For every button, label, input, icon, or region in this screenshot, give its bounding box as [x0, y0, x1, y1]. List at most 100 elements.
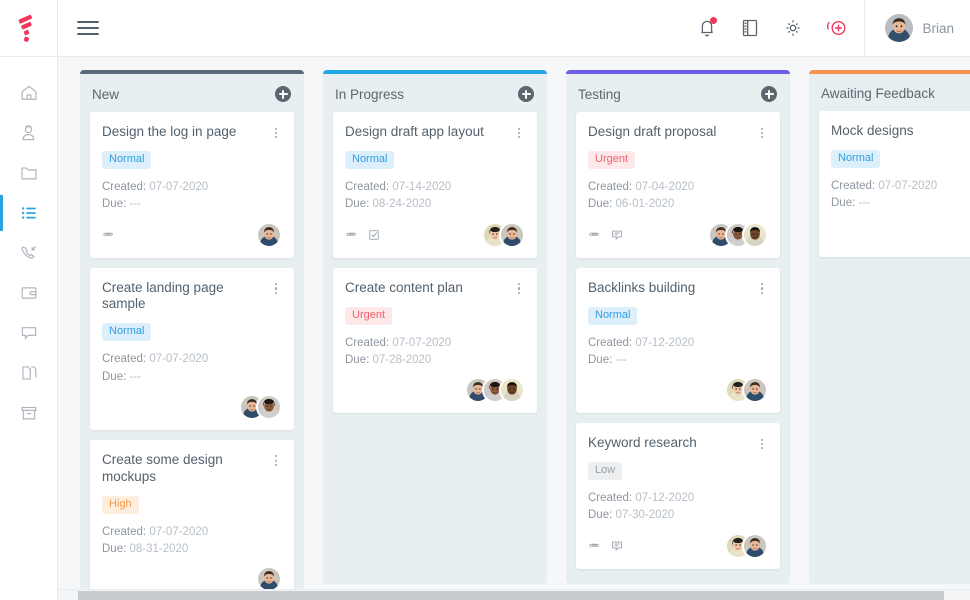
notebook-icon[interactable]	[738, 16, 762, 40]
card-footer	[102, 393, 282, 420]
attachment-icon[interactable]	[345, 228, 359, 242]
sidebar-item-contacts[interactable]	[0, 113, 57, 153]
task-card[interactable]: Design the log in page Normal Created: 07-…	[90, 112, 294, 258]
assignee-avatars	[482, 221, 525, 248]
card-header: Create some design mockups	[102, 452, 282, 486]
avatar[interactable]	[499, 221, 525, 248]
user-menu[interactable]: Brian	[864, 0, 970, 57]
sidebar-item-chat[interactable]	[0, 313, 57, 353]
sidebar-item-tasks[interactable]	[0, 193, 57, 233]
due-label: Due:	[102, 370, 127, 383]
board-column[interactable]: Awaiting Feedback Mock designs Normal Creat…	[809, 70, 970, 584]
more-options-icon[interactable]	[270, 125, 282, 141]
due-value: 08-24-2020	[372, 198, 432, 211]
due-value: 07-30-2020	[615, 509, 675, 522]
comment-icon[interactable]	[610, 539, 624, 553]
comment-icon[interactable]	[610, 228, 624, 242]
assignee-avatars	[256, 221, 282, 248]
more-options-icon[interactable]	[756, 436, 768, 452]
add-circle-icon[interactable]	[275, 86, 291, 102]
column-header: Testing	[566, 74, 790, 112]
avatar[interactable]	[742, 377, 768, 403]
column-card-list: Mock designs Normal Created: 07-07-2020 Due…	[809, 111, 970, 267]
created-label: Created:	[588, 181, 633, 193]
card-title: Design draft app layout	[345, 124, 484, 139]
menu-toggle-button[interactable]	[58, 21, 118, 35]
task-card[interactable]: Design draft app layout Normal Created: 07…	[333, 112, 537, 258]
add-circle-icon[interactable]	[761, 86, 777, 102]
user-name-label: Brian	[922, 20, 954, 36]
top-header-bar: Brian	[0, 0, 970, 57]
card-indicator-icons	[588, 228, 624, 242]
add-circle-icon[interactable]	[518, 86, 534, 102]
assignee-avatars	[239, 393, 282, 420]
settings-gear-icon[interactable]	[781, 16, 805, 40]
task-card[interactable]: Keyword research Low Created: 07-12-2020 Du…	[576, 423, 780, 569]
attachment-icon[interactable]	[588, 539, 602, 553]
horizontal-scrollbar[interactable]	[58, 589, 970, 600]
task-card[interactable]: Create some design mockups High Created: 0…	[90, 439, 294, 600]
created-value: 07-14-2020	[392, 181, 452, 193]
attachment-icon[interactable]	[588, 228, 602, 242]
avatar[interactable]	[256, 221, 282, 248]
task-card[interactable]: Create content plan Urgent Created: 07-07-…	[333, 267, 537, 413]
more-options-icon[interactable]	[270, 453, 282, 469]
more-options-icon[interactable]	[756, 125, 768, 141]
app-logo[interactable]	[0, 0, 58, 57]
more-options-icon[interactable]	[270, 281, 282, 297]
quick-add-icon[interactable]	[824, 16, 848, 40]
wallet-icon	[21, 287, 36, 299]
more-options-icon[interactable]	[513, 281, 525, 297]
card-meta: Created: 07-07-2020 Due: ---	[831, 178, 970, 213]
due-row: Due: ---	[831, 195, 970, 212]
priority-badge: Low	[588, 462, 623, 480]
avatar[interactable]	[742, 221, 768, 248]
card-header: Design draft app layout	[345, 124, 525, 141]
attachment-icon[interactable]	[102, 228, 116, 242]
horizontal-scrollbar-thumb[interactable]	[78, 591, 944, 600]
board-column[interactable]: Testing Design draft proposal Urgent Create…	[566, 70, 790, 584]
task-card[interactable]: Backlinks building Normal Created: 07-12-2…	[576, 267, 780, 413]
sidebar-item-documents[interactable]	[0, 353, 57, 393]
sidebar-item-folder[interactable]	[0, 153, 57, 193]
card-header: Design the log in page	[102, 124, 282, 141]
more-options-icon[interactable]	[513, 125, 525, 141]
avatar[interactable]	[499, 377, 525, 403]
due-row: Due: ---	[102, 369, 282, 386]
sidebar-item-calls[interactable]	[0, 233, 57, 273]
due-value: ---	[615, 353, 628, 366]
created-row: Created: 07-07-2020	[102, 524, 282, 541]
created-label: Created:	[102, 181, 147, 193]
card-header: Design draft proposal	[588, 124, 768, 141]
card-title: Design draft proposal	[588, 124, 717, 139]
avatar[interactable]	[742, 532, 768, 559]
card-meta: Created: 07-07-2020 Due: ---	[102, 351, 282, 386]
column-title: New	[92, 86, 120, 102]
priority-badge: Normal	[102, 323, 152, 342]
archive-box-icon	[21, 406, 36, 420]
card-footer	[345, 377, 525, 403]
home-icon	[21, 85, 36, 100]
created-row: Created: 07-04-2020	[588, 179, 768, 196]
sidebar-item-wallet[interactable]	[0, 273, 57, 313]
created-value: 07-07-2020	[149, 525, 209, 538]
avatar[interactable]	[256, 393, 282, 420]
task-card[interactable]: Create landing page sample Normal Created:…	[90, 267, 294, 430]
created-label: Created:	[345, 336, 390, 349]
sidebar-item-archive[interactable]	[0, 393, 57, 433]
created-value: 07-07-2020	[392, 336, 452, 349]
board-scroll-area[interactable]: New Design the log in page Normal Created: …	[58, 57, 970, 600]
notifications-bell-icon[interactable]	[695, 16, 719, 40]
due-row: Due: 06-01-2020	[588, 196, 768, 213]
card-meta: Created: 07-07-2020 Due: 07-28-2020	[345, 335, 525, 370]
board-column[interactable]: New Design the log in page Normal Created: …	[80, 70, 304, 600]
checklist-icon[interactable]	[367, 228, 381, 242]
more-options-icon[interactable]	[756, 281, 768, 297]
task-card[interactable]: Mock designs Normal Created: 07-07-2020 Due…	[819, 111, 970, 257]
task-card[interactable]: Design draft proposal Urgent Created: 07-0…	[576, 112, 780, 258]
sidebar-item-home[interactable]	[0, 73, 57, 113]
board-column[interactable]: In Progress Design draft app layout Normal…	[323, 70, 547, 584]
created-row: Created: 07-07-2020	[102, 351, 282, 368]
due-value: 07-28-2020	[372, 353, 432, 366]
card-footer	[588, 377, 768, 403]
